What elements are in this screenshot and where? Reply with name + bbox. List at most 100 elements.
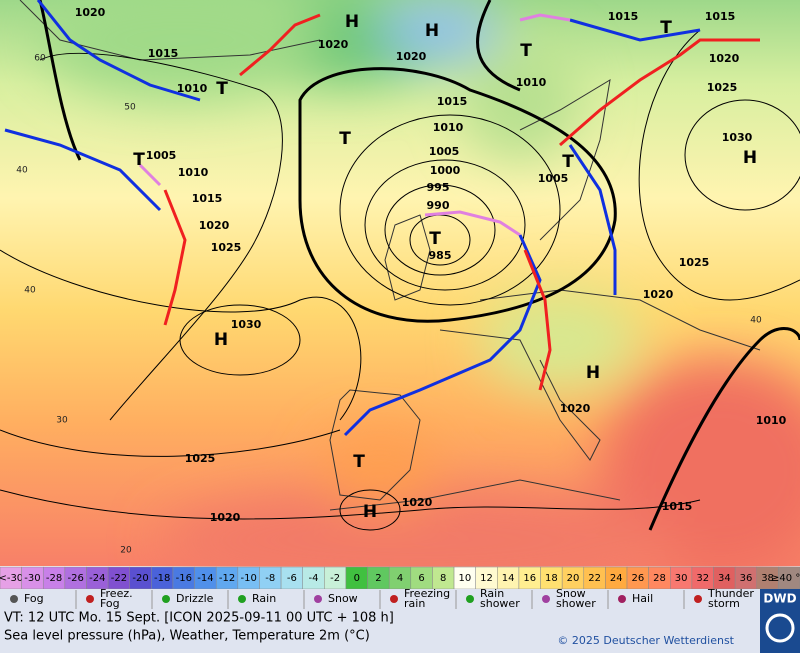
legend-label: Snow — [556, 587, 586, 600]
scale-label: -16 — [176, 573, 192, 584]
isobar-label: 1020 — [402, 496, 433, 509]
legend-label: shower — [556, 597, 596, 610]
low-pressure-marker: T — [339, 129, 351, 149]
isobar-label: 1020 — [199, 219, 230, 232]
scale-label: -20 — [132, 573, 148, 584]
isobar-label: 1020 — [709, 52, 740, 65]
isobar-label: 990 — [427, 199, 450, 212]
legend-symbol — [390, 595, 398, 603]
scale-label: -30 — [24, 573, 40, 584]
isobar-label: 1015 — [662, 500, 693, 513]
copyright: © 2025 Deutscher Wetterdienst — [557, 634, 734, 647]
scale-label: 16 — [523, 573, 536, 584]
legend-label: Fog — [24, 592, 44, 605]
low-pressure-marker: T — [429, 229, 441, 249]
isobar-label: 1025 — [211, 241, 242, 254]
isobar-label: 1025 — [707, 81, 738, 94]
legend-symbol — [618, 595, 626, 603]
scale-label: 8 — [440, 573, 446, 584]
isobar-label: 985 — [429, 249, 452, 262]
scale-label: 0 — [354, 573, 360, 584]
scale-label: -12 — [219, 573, 235, 584]
scale-label: 10 — [458, 573, 471, 584]
low-pressure-marker: T — [216, 79, 228, 99]
scale-label: -8 — [265, 573, 275, 584]
legend-symbol — [86, 595, 94, 603]
latitude-label: 40 — [24, 286, 36, 296]
valid-time: VT: 12 UTC Mo. 15 Sept. [ICON 2025-09-11… — [4, 611, 394, 626]
isobar-label: 1000 — [430, 164, 461, 177]
legend-label: Snow — [328, 592, 358, 605]
low-pressure-marker: T — [520, 41, 532, 61]
scale-label: -26 — [68, 573, 84, 584]
legend-label: Drizzle — [176, 592, 214, 605]
legend-label: rain — [404, 597, 425, 610]
isobar-label: 1010 — [178, 166, 209, 179]
isobar-label: 1020 — [318, 38, 349, 51]
scale-label: -24 — [89, 573, 105, 584]
high-pressure-marker: H — [214, 330, 228, 350]
latitude-label: 30 — [56, 416, 68, 426]
legend-label: Fog — [100, 597, 120, 610]
scale-label: -28 — [46, 573, 62, 584]
isobar-label: 1015 — [192, 192, 223, 205]
isobar-label: 1005 — [429, 145, 460, 158]
isobar-label: 1015 — [705, 10, 736, 23]
legend-symbol — [238, 595, 246, 603]
dwd-logo-text: DWD — [763, 592, 796, 606]
map-area: 1020101510101020102010151010100510009959… — [0, 0, 800, 590]
scale-label: -18 — [154, 573, 170, 584]
scale-label: 20 — [567, 573, 580, 584]
high-pressure-marker: H — [363, 502, 377, 522]
latitude-label: 40 — [750, 316, 762, 326]
isobar-label: 995 — [427, 181, 450, 194]
isobar-label: 1010 — [756, 414, 787, 427]
scale-label: 30 — [675, 573, 688, 584]
isobar-label: 1005 — [146, 149, 177, 162]
legend-label: Rain — [252, 592, 276, 605]
scale-label: 36 — [740, 573, 753, 584]
legend-symbol — [542, 595, 550, 603]
legend-symbol — [314, 595, 322, 603]
high-pressure-marker: H — [345, 12, 359, 32]
scale-label: 18 — [545, 573, 558, 584]
scale-label: 2 — [375, 573, 381, 584]
legend-symbol — [10, 595, 18, 603]
temperature-field — [40, 0, 800, 590]
legend-symbol — [162, 595, 170, 603]
latitude-label: 20 — [120, 546, 132, 556]
weather-legend: Fog Freez.Fog Drizzle Rain Snow FreezingrainR… — [10, 587, 754, 610]
latitude-label: 50 — [124, 103, 136, 113]
scale-label: -2 — [330, 573, 340, 584]
isobars — [0, 0, 800, 531]
isobar-label: 1020 — [560, 402, 591, 415]
scale-label: 26 — [631, 573, 644, 584]
scale-label: 22 — [588, 573, 601, 584]
temperature-scale: <-30 -30 -28 -26 -24 -22 -20 -18 -16 -14 -12 -10 -8-… — [0, 566, 800, 590]
scale-label: -4 — [309, 573, 319, 584]
isobar-label: 1025 — [679, 256, 710, 269]
scale-label: 24 — [610, 573, 623, 584]
isobar-label: 1020 — [210, 511, 241, 524]
isobar-label: 1020 — [396, 50, 427, 63]
isobar-label: 1010 — [177, 82, 208, 95]
scale-label: <-30 — [0, 573, 23, 584]
low-pressure-marker: T — [660, 18, 672, 38]
scale-label: 4 — [397, 573, 403, 584]
scale-label: 38 — [761, 573, 774, 584]
scale-label: 6 — [418, 573, 424, 584]
isobar-label: 1015 — [437, 95, 468, 108]
legend-label: Rain — [480, 587, 504, 600]
high-pressure-marker: H — [425, 21, 439, 41]
legend-symbol — [694, 595, 702, 603]
low-pressure-marker: T — [353, 452, 365, 472]
isobar-label: 1020 — [75, 6, 106, 19]
low-pressure-marker: T — [562, 152, 574, 172]
high-pressure-marker: H — [743, 148, 757, 168]
latitude-label: 40 — [16, 166, 28, 176]
subtitle: Sea level pressure (hPa), Weather, Tempe… — [4, 629, 370, 644]
scale-label: 34 — [718, 573, 731, 584]
isobar-label: 1030 — [231, 318, 262, 331]
legend-label: Freez. — [100, 587, 133, 600]
